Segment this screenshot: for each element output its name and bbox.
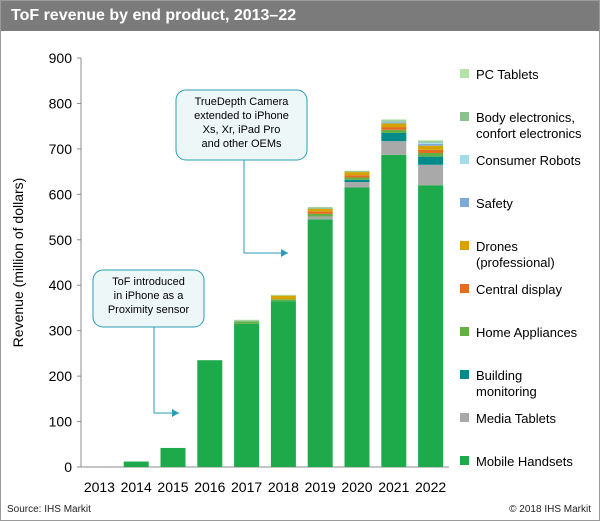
bar-segment — [307, 211, 333, 214]
legend-swatch — [460, 456, 469, 465]
bar-segment — [270, 295, 296, 300]
bar-segment — [307, 207, 333, 209]
y-tick-label: 500 — [49, 232, 73, 248]
bar-segment — [381, 121, 407, 123]
bar-segment — [418, 164, 444, 186]
bar-segment — [418, 185, 444, 467]
legend-label: Safety — [476, 196, 513, 211]
legend-swatch — [460, 327, 469, 336]
bar-segment — [381, 123, 407, 128]
y-tick-label: 0 — [64, 459, 72, 475]
footer: Source: IHS Markit © 2018 IHS Markit — [1, 502, 599, 520]
chart-area: 0 100 200 300 400 500 600 700 800 900 Revenue (mil… — [10, 50, 582, 495]
legend-swatch — [460, 284, 469, 293]
bar-segment — [381, 119, 407, 121]
y-tick-label: 200 — [49, 368, 73, 384]
legend-label: Building monitoring — [476, 368, 537, 399]
title-bar: ToF revenue by end product, 2013–22 — [1, 1, 599, 31]
legend-swatch — [460, 370, 469, 379]
x-tick-label: 2022 — [415, 479, 446, 495]
legend-label: Media Tablets — [476, 411, 556, 426]
y-tick-label: 800 — [49, 95, 73, 111]
y-tick-label: 400 — [49, 277, 73, 293]
y-tick-label: 600 — [49, 186, 73, 202]
bar-segment — [344, 177, 370, 180]
legend-swatch — [460, 69, 469, 78]
bar-segment — [123, 461, 149, 467]
bar-segment — [307, 216, 333, 220]
x-tick-label: 2013 — [84, 479, 115, 495]
y-axis-title: Revenue (million of dollars) — [10, 178, 26, 348]
callout-truedepth-arrowhead — [281, 249, 288, 257]
bar-segment — [307, 219, 333, 467]
legend-swatch — [460, 155, 469, 164]
callout-truedepth-text: TrueDepth Camera extended to iPhone Xs, Xr… — [194, 96, 289, 150]
bar-segment — [270, 299, 296, 302]
x-tick-label: 2015 — [157, 479, 188, 495]
bar-segment — [344, 172, 370, 176]
bar-segment — [344, 175, 370, 178]
legend-label: Consumer Robots — [476, 153, 581, 168]
bar-segment — [234, 323, 260, 467]
copyright-note: © 2018 IHS Markit — [509, 504, 591, 515]
legend-label: Central display — [476, 282, 562, 297]
y-tick-label: 900 — [49, 50, 73, 66]
legend-swatch — [460, 241, 469, 250]
bar-segment — [381, 132, 407, 142]
legend-swatch — [460, 413, 469, 422]
bar-segment — [418, 145, 444, 150]
bar-segment — [344, 187, 370, 467]
x-tick-label: 2020 — [341, 479, 372, 495]
bar-segment — [381, 154, 407, 467]
bar-segment — [381, 129, 407, 133]
x-tick-label: 2016 — [194, 479, 225, 495]
bar-segment — [381, 141, 407, 155]
bar-segment — [197, 360, 223, 467]
callout-proximity-box — [92, 269, 205, 328]
callout-truedepth-box — [175, 89, 308, 161]
bar-segment — [418, 141, 444, 143]
legend-label: Body electronics, confort electronics — [476, 110, 582, 141]
bar-segment — [160, 447, 186, 467]
bar-segment — [344, 171, 370, 173]
callout-truedepth-leader — [243, 160, 288, 254]
bar-segment — [234, 321, 260, 324]
x-tick-label: 2018 — [268, 479, 299, 495]
callout-proximity-text: ToF introduced in iPhone as a Proximity se… — [108, 276, 190, 316]
x-tick-label: 2014 — [121, 479, 152, 495]
bar-segment — [307, 213, 333, 217]
bar-segment — [418, 149, 444, 153]
y-tick-label: 300 — [49, 323, 73, 339]
legend-label: Drones (professional) — [476, 239, 555, 270]
page-title: ToF revenue by end product, 2013–22 — [11, 7, 297, 24]
y-tick-label: 700 — [49, 141, 73, 157]
legend-swatch — [460, 112, 469, 121]
legend-label: PC Tablets — [476, 67, 539, 82]
legend-label: Home Appliances — [476, 325, 578, 340]
bar-segment — [344, 179, 370, 183]
bar-segment — [234, 320, 260, 322]
callout-proximity-arrowhead — [172, 409, 179, 417]
legend-label: Mobile Handsets — [476, 454, 573, 469]
callout-proximity-leader — [153, 327, 179, 414]
bar-segment — [381, 122, 407, 124]
bar-segment — [418, 142, 444, 144]
bar-segment — [381, 127, 407, 130]
bar-segment — [270, 301, 296, 467]
source-note: Source: IHS Markit — [7, 504, 91, 515]
x-tick-label: 2017 — [231, 479, 262, 495]
bar-segment — [418, 143, 444, 146]
bar-segment — [344, 182, 370, 188]
bar-segment — [381, 120, 407, 122]
bar-segment — [418, 156, 444, 165]
x-tick-label: 2019 — [305, 479, 336, 495]
bar-segment — [418, 140, 444, 142]
legend-swatch — [460, 198, 469, 207]
bar-segment — [307, 208, 333, 212]
x-tick-label: 2021 — [378, 479, 409, 495]
bar-segment — [418, 152, 444, 157]
y-tick-label: 100 — [49, 414, 73, 430]
